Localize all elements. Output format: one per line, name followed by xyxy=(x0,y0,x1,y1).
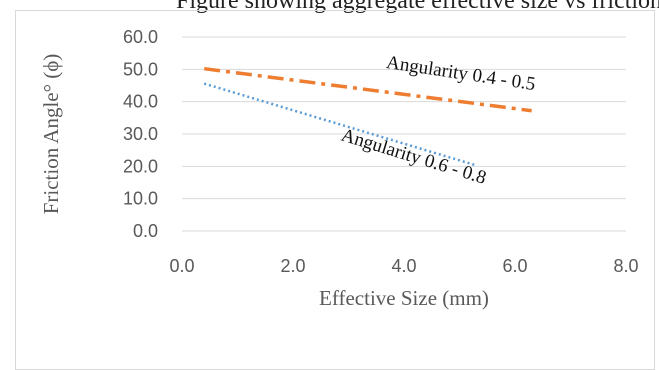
y-tick-label: 20.0 xyxy=(123,156,158,176)
y-tick-label: 50.0 xyxy=(123,59,158,79)
y-tick-label: 30.0 xyxy=(123,124,158,144)
x-tick-label: 2.0 xyxy=(280,256,305,276)
x-tick-label: 6.0 xyxy=(502,256,527,276)
series-label-1: Angularity 0.4 - 0.5 xyxy=(385,52,537,95)
gridlines xyxy=(182,36,626,232)
x-tick-label: 0.0 xyxy=(169,256,194,276)
x-tick-label: 4.0 xyxy=(391,256,416,276)
y-axis-title: Friction Angle° (ϕ) xyxy=(39,54,63,215)
y-tick-label: 40.0 xyxy=(123,92,158,112)
y-tick-label: 10.0 xyxy=(123,189,158,209)
x-axis-title: Effective Size (mm) xyxy=(319,286,489,310)
y-tick-label: 60.0 xyxy=(123,27,158,47)
series-line-2 xyxy=(203,82,477,167)
series-lines xyxy=(203,66,532,167)
friction-angle-chart: 0.0 10.0 20.0 30.0 40.0 50.0 60.0 0.0 2.0 4.0 6.0… xyxy=(39,27,639,310)
x-tick-label: 8.0 xyxy=(613,256,638,276)
y-axis-ticks: 0.0 10.0 20.0 30.0 40.0 50.0 60.0 xyxy=(123,27,158,241)
y-tick-label: 0.0 xyxy=(133,221,158,241)
series-line-1 xyxy=(203,66,532,113)
x-axis-ticks: 0.0 2.0 4.0 6.0 8.0 xyxy=(169,256,638,276)
